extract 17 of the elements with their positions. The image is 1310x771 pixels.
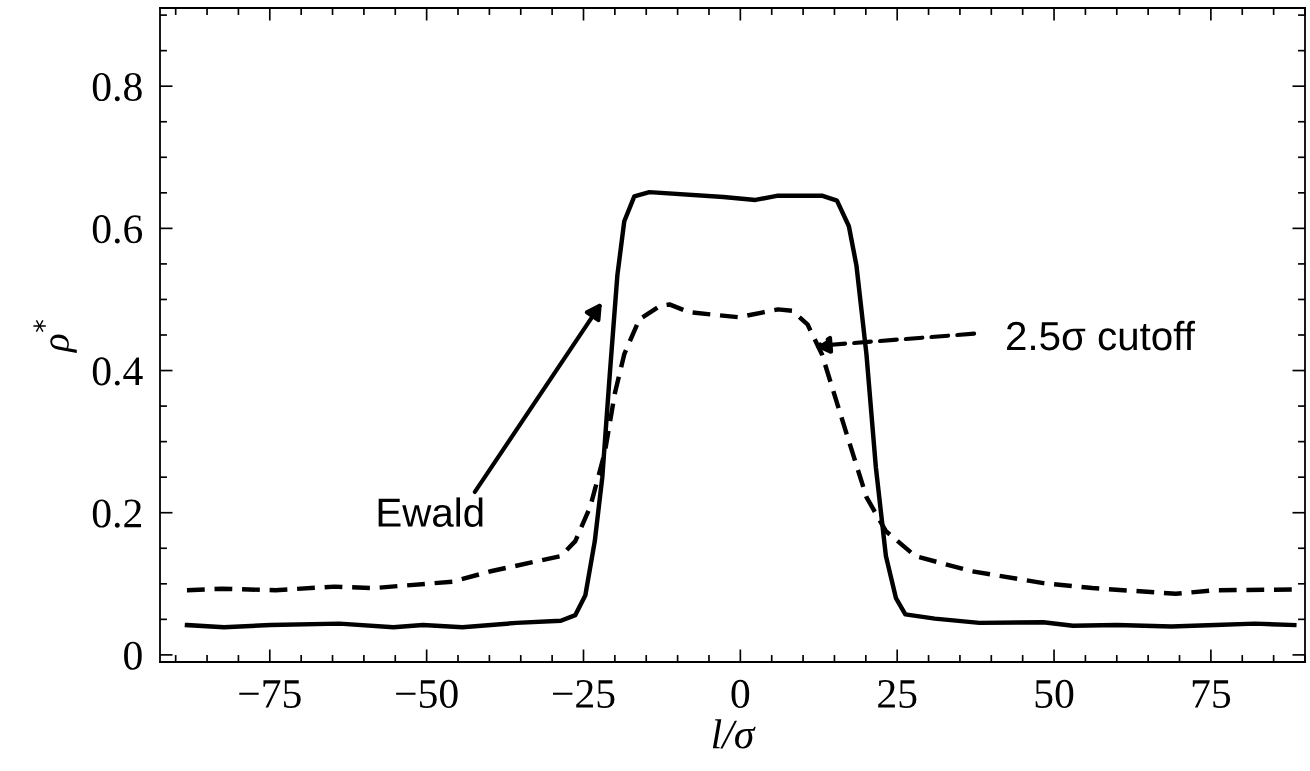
line-series: [184, 189, 1297, 630]
x-tick-label: −50: [396, 679, 458, 708]
x-tick-label: −75: [239, 680, 301, 708]
annotation: 2.5σ cutoff: [1007, 320, 1195, 351]
y-tick-label: 0.8: [92, 72, 142, 102]
y-tick-label: 0: [124, 641, 142, 670]
y-tick-label: 0.2: [92, 499, 142, 528]
y-tick-label: 0.4: [92, 357, 143, 386]
x-tick-label: 50: [1035, 679, 1074, 708]
x-tick-label: −25: [552, 679, 615, 708]
x-axis-title: l/σ: [712, 719, 756, 749]
x-tick-label: 25: [878, 679, 917, 708]
y-axis-title: ρ$^{*}$: [33, 320, 77, 353]
x-tick-label: 75: [1192, 680, 1231, 708]
x-tick-label: 0: [731, 679, 750, 708]
y-tick-label: 0.6: [92, 215, 143, 244]
annotation: Ewald: [378, 497, 483, 527]
